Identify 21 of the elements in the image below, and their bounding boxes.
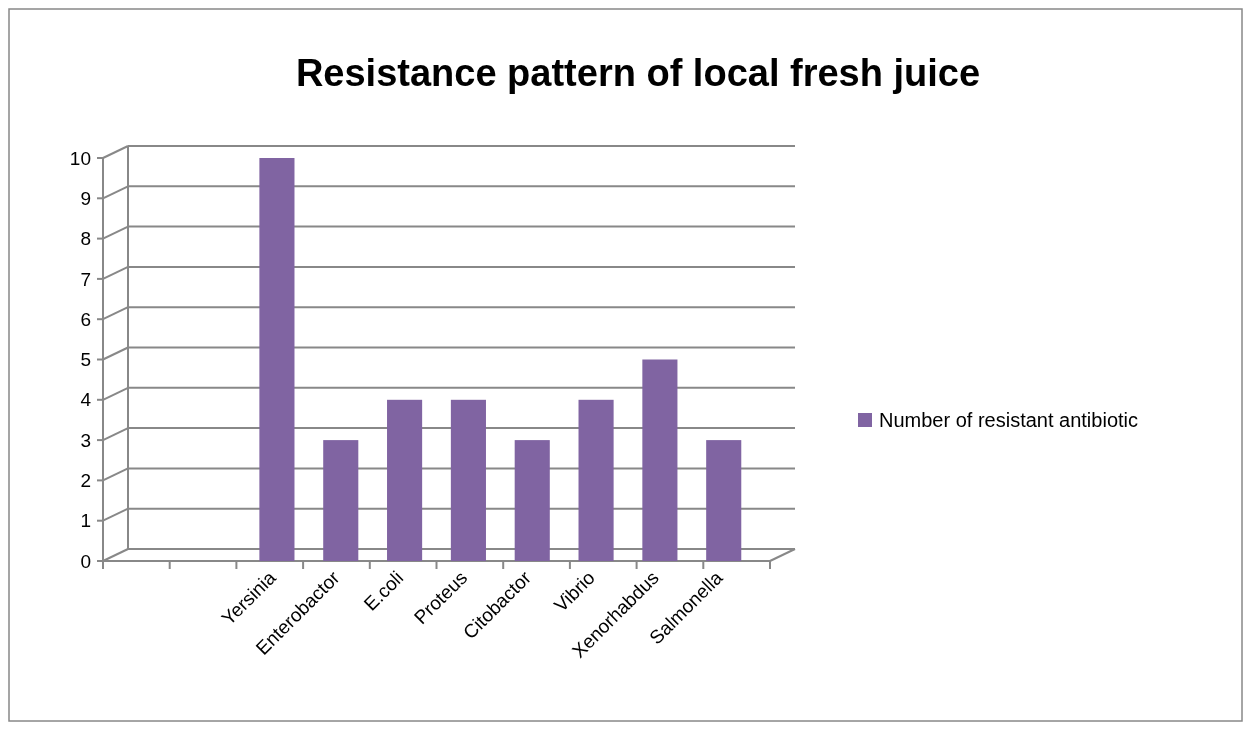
bar bbox=[706, 440, 742, 561]
y-tick-label: 1 bbox=[80, 510, 91, 532]
y-tick-label: 0 bbox=[80, 550, 91, 572]
bar bbox=[578, 399, 614, 561]
bar bbox=[259, 158, 295, 561]
y-tick-label: 6 bbox=[80, 308, 91, 330]
y-tick-label: 7 bbox=[80, 268, 91, 290]
chart-title: Resistance pattern of local fresh juice bbox=[295, 52, 981, 94]
y-tick-label: 5 bbox=[80, 349, 91, 371]
bar bbox=[450, 399, 486, 561]
y-tick-label: 8 bbox=[80, 228, 91, 250]
bar bbox=[323, 440, 359, 561]
y-tick-label: 9 bbox=[80, 187, 91, 209]
y-tick-label: 3 bbox=[80, 429, 91, 451]
legend-label: Number of resistant antibiotic bbox=[879, 409, 1139, 431]
bar bbox=[642, 359, 678, 561]
y-tick-label: 2 bbox=[80, 470, 91, 492]
bar bbox=[387, 399, 423, 561]
y-tick-label: 4 bbox=[80, 389, 92, 411]
y-tick-label: 10 bbox=[69, 147, 91, 169]
bar bbox=[514, 440, 550, 561]
